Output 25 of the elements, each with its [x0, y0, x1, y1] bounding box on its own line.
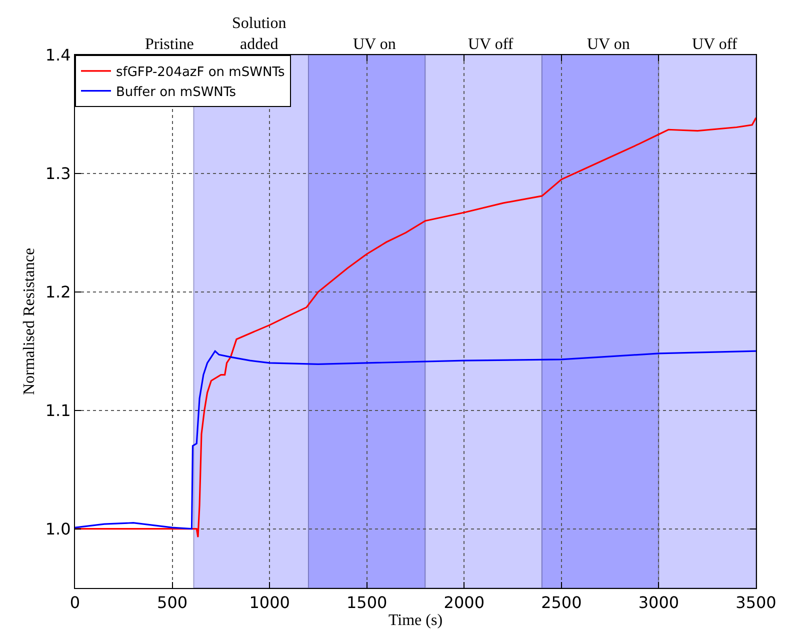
x-tick-label: 500: [157, 593, 188, 612]
x-tick-label: 1500: [346, 593, 388, 612]
band-label: UV on: [353, 36, 396, 53]
y-tick-label: 1.1: [45, 400, 71, 420]
band-label: UV off: [692, 36, 738, 53]
x-tick-label: 1000: [249, 593, 290, 612]
line-series: [75, 116, 756, 538]
x-tick-label: 3000: [638, 593, 680, 612]
band-label: UV off: [468, 36, 514, 53]
band-label: UV on: [587, 36, 630, 53]
x-axis-title: Time (s): [388, 612, 443, 629]
y-tick-label: 1.0: [45, 519, 71, 538]
band-label: Solution added: [232, 15, 286, 53]
legend-label: Buffer on mSWNTs: [116, 84, 236, 100]
legend-label: sfGFP-204azF on mSWNTs: [116, 65, 285, 80]
x-tick-label: 2500: [541, 593, 582, 612]
y-axis-title: Normalised Resistance: [21, 248, 38, 396]
text: Pristine: [145, 36, 194, 53]
x-tick-label: 0: [70, 593, 80, 612]
y-tick-label: 1.2: [45, 282, 71, 302]
y-tick-label: 1.3: [45, 164, 71, 184]
x-tick-label: 2000: [444, 593, 484, 612]
x-tick-label: 3500: [736, 593, 776, 612]
y-tick-label: 1.4: [45, 46, 71, 65]
line-series: [75, 350, 756, 530]
